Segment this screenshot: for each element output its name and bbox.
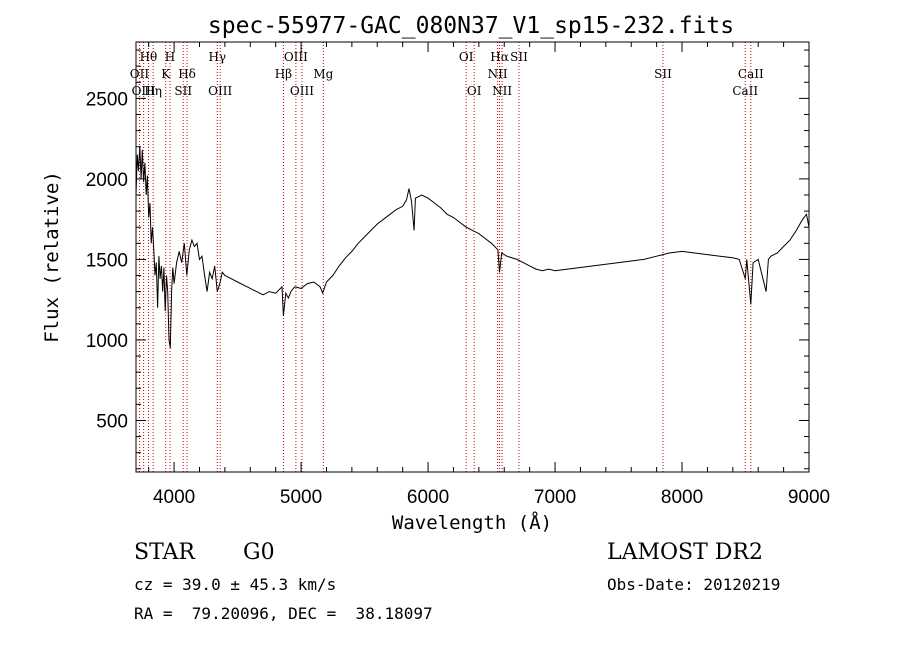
emission-line-label: H (165, 50, 175, 64)
emission-line-label: Mg (313, 67, 333, 81)
emission-line-label: NII (492, 84, 512, 98)
y-tick-label: 2500 (86, 89, 128, 110)
coordinates-text: RA = 79.20096, DEC = 38.18097 (134, 604, 433, 623)
redshift-text: cz = 39.0 ± 45.3 km/s (134, 575, 337, 594)
object-subclass: G0 (243, 540, 275, 565)
x-axis: 4000 5000 6000 7000 8000 9000 (148, 42, 830, 508)
obs-date-text: Obs-Date: 20120219 (607, 575, 781, 594)
y-axis-label: Flux (relative) (41, 171, 63, 343)
emission-line-label: Hη (144, 84, 162, 98)
emission-line-label: OI (459, 50, 474, 64)
emission-line-label: OIII (284, 50, 308, 64)
emission-line-label: CaII (738, 67, 764, 81)
x-tick-label: 7000 (534, 487, 576, 508)
y-axis: 500 1000 1500 2000 2500 (86, 49, 809, 470)
x-tick-label: 8000 (661, 487, 703, 508)
y-tick-label: 500 (96, 411, 128, 432)
emission-line-label: OIII (132, 84, 156, 98)
emission-line-markers (138, 42, 752, 472)
plot-frame (135, 41, 810, 473)
emission-line-label: CaII (732, 84, 758, 98)
x-axis-label: Wavelength (Å) (392, 511, 552, 534)
x-tick-label: 9000 (788, 487, 830, 508)
survey-name: LAMOST DR2 (607, 540, 763, 565)
emission-line-label: SII (510, 50, 528, 64)
x-tick-label: 4000 (153, 487, 195, 508)
object-class: STAR (134, 540, 195, 565)
emission-line-label: K (161, 67, 171, 81)
y-tick-label: 2000 (86, 170, 128, 191)
chart-title: spec-55977-GAC_080N37_V1_sp15-232.fits (208, 13, 734, 39)
emission-line-label: Hγ (208, 50, 226, 64)
emission-line-label: Hβ (275, 67, 292, 81)
emission-line-label: Hα (490, 50, 509, 64)
emission-line-label: Hδ (178, 67, 196, 81)
emission-line-label: SII (174, 84, 192, 98)
emission-line-label: OIII (290, 84, 314, 98)
emission-line-label: OII (130, 67, 150, 81)
emission-line-label: NII (488, 67, 508, 81)
x-tick-label: 6000 (407, 487, 449, 508)
y-tick-label: 1500 (86, 250, 128, 271)
emission-line-label: SII (654, 67, 672, 81)
emission-line-label: Hθ (140, 50, 158, 64)
emission-line-label: OI (467, 84, 482, 98)
x-tick-label: 5000 (280, 487, 322, 508)
spectrum-series-line (135, 146, 810, 349)
y-tick-label: 1000 (86, 331, 128, 352)
emission-line-label: OIII (208, 84, 232, 98)
